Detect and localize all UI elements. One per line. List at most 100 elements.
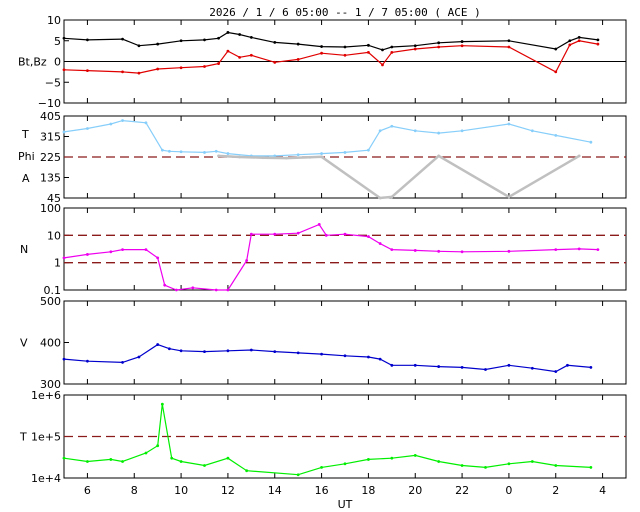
- data-point-n: [249, 232, 253, 236]
- data-point-bz: [568, 43, 572, 47]
- x-tick-label: 20: [408, 484, 422, 497]
- data-point-phi: [577, 154, 581, 158]
- data-point-n: [343, 232, 347, 236]
- data-point-t: [296, 153, 300, 157]
- data-point-tp: [390, 456, 394, 460]
- data-point-tp: [245, 469, 249, 473]
- data-point-v: [367, 355, 370, 359]
- data-point-v: [320, 352, 323, 356]
- data-point-v: [378, 357, 382, 361]
- data-point-bz: [217, 62, 220, 65]
- panel-frame: [63, 207, 627, 291]
- data-point-t: [390, 124, 394, 128]
- x-tick-label: 18: [361, 484, 375, 497]
- data-point-t: [343, 151, 347, 154]
- data-point-bz: [62, 68, 66, 72]
- data-point-tp: [460, 464, 464, 467]
- data-point-v: [296, 351, 300, 355]
- y-tick-label: −5: [45, 76, 61, 89]
- data-point-tp: [507, 462, 511, 466]
- data-point-bz: [296, 58, 300, 61]
- series-tp-line: [63, 404, 591, 476]
- data-point-bt: [507, 39, 511, 43]
- data-point-v: [121, 361, 124, 364]
- data-point-tp: [437, 460, 441, 463]
- data-point-t: [203, 151, 206, 154]
- chart-title: 2026 / 1 / 6 05:00 -- 1 / 7 05:00 ( ACE …: [209, 6, 481, 19]
- data-point-n: [460, 250, 464, 254]
- x-tick-label: 22: [455, 484, 469, 497]
- data-point-n: [577, 247, 581, 251]
- data-point-tp: [109, 458, 113, 461]
- data-point-n: [175, 288, 178, 292]
- data-point-bz: [156, 67, 160, 71]
- data-point-bt: [156, 42, 160, 46]
- y-tick-label: 315: [40, 131, 61, 144]
- data-point-v: [137, 355, 141, 359]
- data-point-bz: [203, 65, 206, 68]
- y-tick-label: 1e+4: [31, 472, 61, 485]
- y-tick-label: 500: [40, 295, 61, 308]
- data-point-v: [484, 368, 487, 371]
- data-point-bt: [390, 45, 394, 49]
- data-point-phi: [308, 155, 312, 159]
- data-point-n: [317, 223, 321, 226]
- data-point-bt: [320, 45, 323, 48]
- x-tick-label: 12: [221, 484, 235, 497]
- data-point-tp: [62, 456, 66, 460]
- data-point-bz: [437, 45, 441, 49]
- y-axis-label: Bt,Bz: [18, 56, 47, 69]
- data-point-tp: [86, 460, 89, 463]
- data-point-t: [273, 154, 277, 158]
- data-point-t: [460, 129, 464, 133]
- data-point-tp: [203, 464, 206, 467]
- data-point-n: [554, 248, 558, 252]
- data-point-v: [179, 349, 183, 353]
- data-point-bz: [121, 70, 124, 74]
- data-point-t: [121, 119, 124, 122]
- data-point-n: [324, 233, 328, 237]
- data-point-t: [179, 150, 183, 154]
- data-point-bt: [273, 41, 277, 44]
- data-point-bt: [86, 38, 89, 42]
- data-point-n: [296, 231, 300, 235]
- data-point-t: [109, 122, 113, 126]
- data-point-v: [86, 359, 89, 363]
- panel-1: 10 5 0 −5 −10 Bt,Bz: [18, 14, 627, 110]
- y-tick-label: 1e+6: [31, 389, 61, 402]
- y-tick-label: 5: [54, 35, 61, 48]
- data-point-v: [343, 354, 347, 358]
- data-point-bz: [507, 45, 511, 49]
- data-point-tp: [170, 456, 174, 460]
- data-point-n: [191, 286, 195, 290]
- data-point-tp: [296, 473, 300, 477]
- data-point-bt: [596, 38, 600, 42]
- data-point-t: [144, 121, 148, 125]
- panel-3: 100 10 1 0.1 N: [20, 202, 627, 297]
- data-point-phi: [217, 154, 220, 158]
- x-tick-label: 16: [315, 484, 329, 497]
- y-tick-label: 135: [40, 172, 61, 185]
- data-point-v: [437, 365, 441, 368]
- series-bz-line: [63, 40, 599, 74]
- data-point-n: [121, 248, 124, 252]
- data-point-bz: [226, 49, 230, 53]
- data-point-n: [413, 249, 417, 252]
- data-point-bz: [179, 66, 183, 70]
- data-point-v: [62, 357, 66, 361]
- data-point-bz: [343, 53, 347, 57]
- data-point-bt: [554, 47, 558, 51]
- data-point-bz: [577, 39, 581, 43]
- data-point-v: [203, 350, 206, 354]
- data-point-v: [554, 370, 558, 373]
- data-point-n: [109, 250, 113, 254]
- data-point-n: [214, 288, 218, 292]
- data-point-t: [160, 148, 164, 152]
- data-point-tp: [413, 454, 417, 457]
- data-point-v: [226, 349, 230, 353]
- data-point-bz: [596, 42, 600, 46]
- data-point-phi: [285, 156, 288, 160]
- y-tick-label: 0: [54, 56, 61, 69]
- data-point-n: [437, 249, 441, 253]
